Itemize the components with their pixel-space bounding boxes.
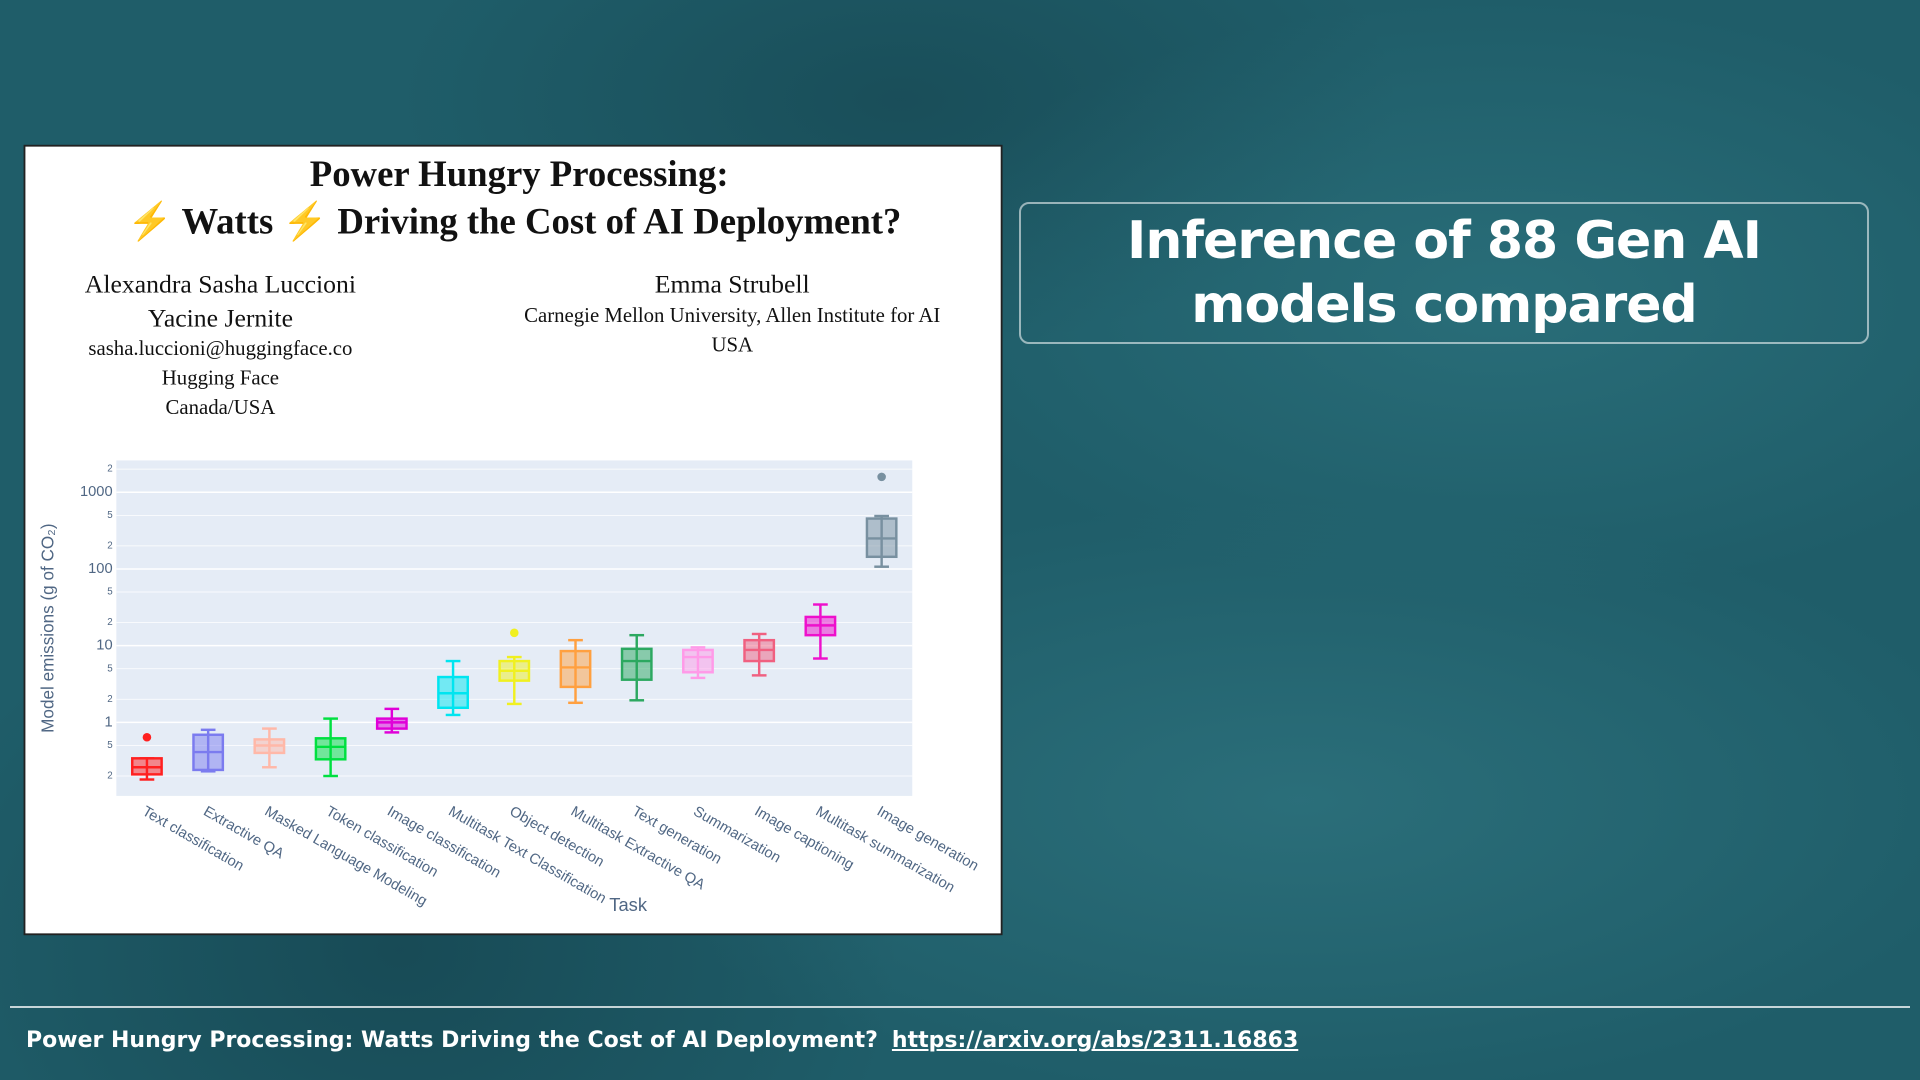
authors: Alexandra Sasha Luccioni Yacine Jernite sa… (85, 269, 941, 418)
y-tick-label: 1000 (80, 484, 113, 500)
box-body (559, 649, 592, 689)
author-line: sasha.luccioni@huggingface.co (88, 336, 352, 360)
paper-title: ⚡ Watts ⚡ Driving the Cost of AI Deploym… (127, 200, 901, 244)
x-axis-title: Task (609, 894, 648, 915)
author-line: Emma Strubell (655, 269, 810, 298)
footer-link[interactable]: https://arxiv.org/abs/2311.16863 (891, 1028, 1299, 1053)
y-tick-label: 2 (107, 694, 112, 705)
footer: Power Hungry Processing: Watts Driving t… (26, 1028, 1298, 1053)
outlier (877, 472, 886, 482)
box-body (314, 737, 347, 761)
y-tick-label: 1 (104, 714, 112, 730)
y-tick-label: 5 (107, 663, 113, 674)
footer-text: Power Hungry Processing: Watts Driving t… (26, 1028, 878, 1053)
author-line: Carnegie Mellon University, Allen Instit… (524, 303, 940, 327)
author-line: USA (711, 332, 753, 356)
y-tick-label: 2 (107, 464, 112, 475)
y-tick-label: 5 (107, 740, 113, 751)
author-line: Alexandra Sasha Luccioni (85, 269, 356, 298)
author-line: Yacine Jernite (148, 304, 293, 333)
y-axis-title: Model emissions (g of CO₂) (38, 523, 58, 732)
paper-title: Power Hungry Processing: (310, 153, 729, 194)
y-tick-label: 2 (107, 771, 112, 782)
y-tick-label: 5 (107, 510, 113, 521)
y-tick-label: 2 (107, 617, 112, 628)
footer-rule (10, 1006, 1910, 1008)
y-tick-label: 5 (107, 587, 113, 598)
y-tick-label: 10 (96, 638, 112, 654)
slide-title: Inference of 88 Gen AI models compared (1019, 202, 1869, 344)
box-body (682, 648, 714, 674)
author-line: Hugging Face (162, 365, 279, 389)
author-line: Canada/USA (166, 395, 276, 419)
outlier (142, 732, 152, 742)
y-tick-label: 2 (107, 540, 112, 551)
plot-area (116, 460, 913, 796)
outlier (510, 628, 519, 638)
y-tick-label: 100 (88, 561, 113, 577)
box-body (620, 647, 653, 681)
